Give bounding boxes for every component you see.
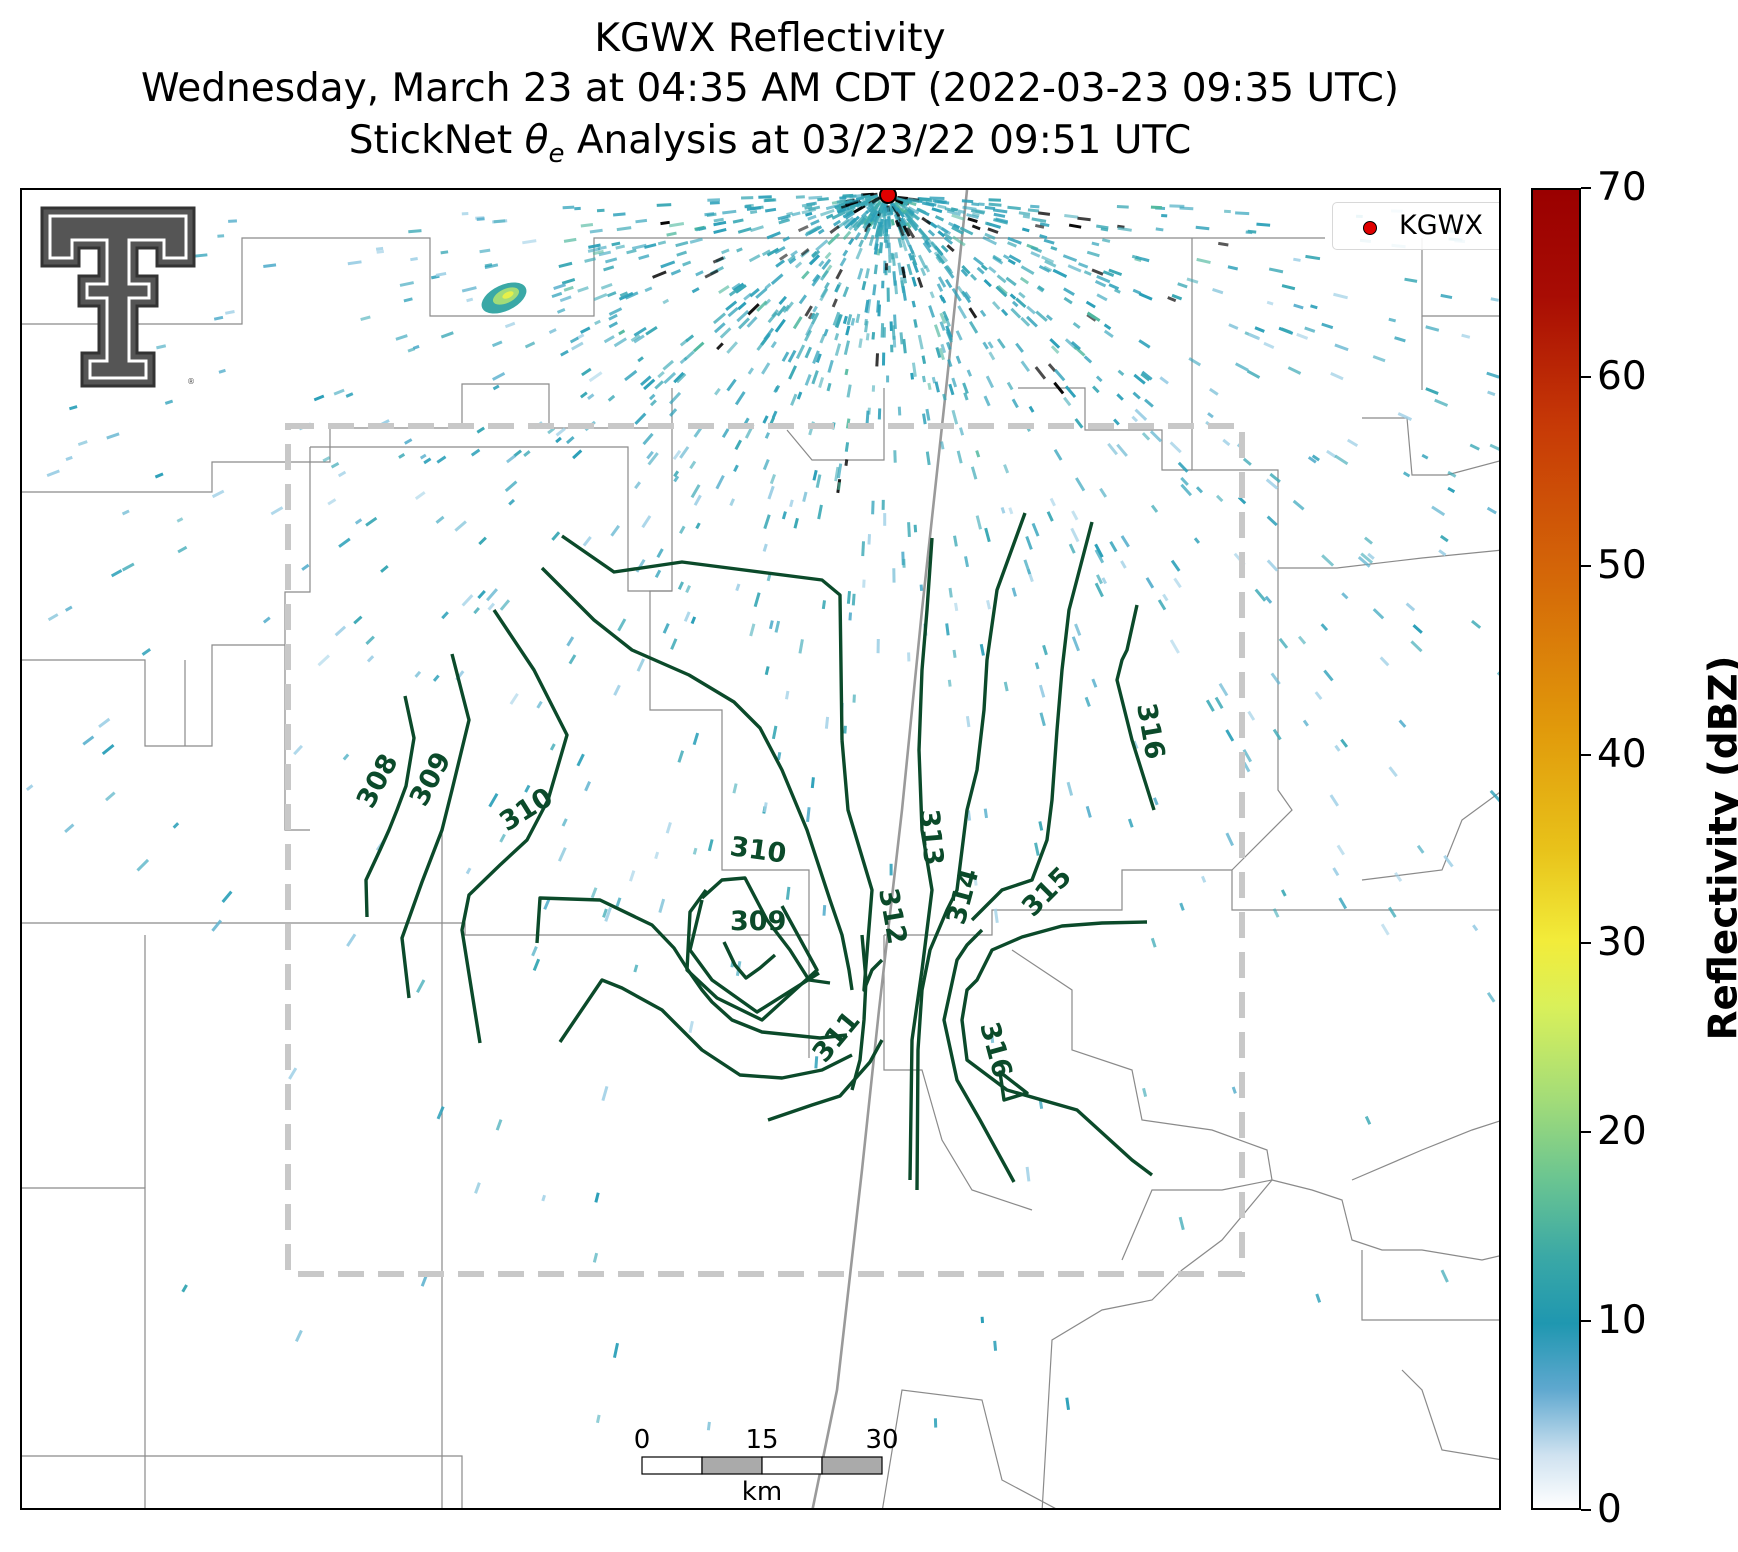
contour-315-b <box>942 928 1016 1183</box>
scale-unit: km <box>742 1477 782 1507</box>
contour-314 <box>915 512 1027 1191</box>
label-308: 308 <box>351 749 405 813</box>
colorbar-tick <box>1581 375 1591 378</box>
title-line-2: Wednesday, March 23 at 04:35 AM CDT (202… <box>140 66 1400 111</box>
contour-312 <box>840 739 884 992</box>
contour-310-west <box>460 609 569 1044</box>
colorbar-tick-label: 50 <box>1597 542 1647 588</box>
colorbar-tick-label: 40 <box>1597 731 1647 777</box>
texas-tech-logo: ® <box>40 206 196 388</box>
scale-tick-0: 0 <box>634 1425 651 1455</box>
colorbar-tick-label: 30 <box>1597 920 1647 966</box>
colorbar-title: Reflectivity (dBZ) <box>1701 655 1738 1041</box>
colorbar-tick-label: 10 <box>1597 1298 1647 1344</box>
radar-echoes <box>25 192 1499 1431</box>
label-315: 315 <box>1016 861 1078 923</box>
contour-311-lower <box>767 1039 884 1122</box>
colorbar-tick <box>1581 1131 1591 1134</box>
highway <box>811 190 969 1508</box>
colorbar-tick <box>1581 187 1591 189</box>
colorbar-tick-label: 70 <box>1597 165 1647 210</box>
theta-e-contours <box>364 512 1156 1191</box>
contour-310-east <box>561 534 844 741</box>
contour-316-low <box>960 920 1154 1177</box>
colorbar-tick <box>1581 1509 1591 1511</box>
contour-311 <box>558 978 853 1080</box>
contour-309-v <box>722 941 777 980</box>
county-boundaries <box>22 237 1499 1508</box>
title-line-1: KGWX Reflectivity <box>594 16 946 61</box>
title-line-3: StickNet θe Analysis at 03/23/22 09:51 U… <box>348 118 1192 169</box>
colorbar <box>1531 188 1581 1510</box>
colorbar-tick-label: 20 <box>1597 1109 1647 1155</box>
contour-315 <box>970 521 1094 922</box>
label-312: 312 <box>872 886 912 947</box>
svg-text:®: ® <box>187 377 195 386</box>
contour-310-north <box>540 566 854 991</box>
label-314: 314 <box>941 865 986 927</box>
colorbar-tick <box>1581 942 1591 945</box>
colorbar-tick-label: 60 <box>1597 353 1647 399</box>
label-313: 313 <box>913 808 949 867</box>
contour-316-tri <box>998 1070 1029 1102</box>
colorbar-tick <box>1581 1320 1591 1323</box>
scale-tick-15: 15 <box>745 1425 778 1455</box>
radar-site-marker <box>879 190 897 204</box>
legend-marker <box>1363 221 1377 235</box>
label-316-s: 316 <box>973 1019 1018 1081</box>
contour-312-b <box>850 934 868 1091</box>
contour-309-west <box>400 653 471 999</box>
contour-309-inner <box>685 889 819 1022</box>
label-309-c: 309 <box>730 906 786 937</box>
colorbar-tick <box>1581 753 1591 756</box>
legend: KGWX <box>1332 202 1499 250</box>
contour-310-loop <box>535 896 848 1040</box>
echo-blob <box>481 282 527 314</box>
contour-309-inner-close <box>688 899 820 1014</box>
colorbar-tick-label: 0 <box>1597 1487 1622 1532</box>
analysis-domain-box <box>285 423 1245 1277</box>
contour-316-east <box>1115 604 1156 811</box>
radar-map[interactable]: 308 309 310 310 309 311 312 313 314 315 … <box>20 188 1501 1510</box>
contour-308 <box>364 695 416 918</box>
label-310-c: 310 <box>728 831 788 870</box>
contour-313 <box>908 537 934 1181</box>
scale-bar: 0 15 30 km <box>634 1425 899 1507</box>
legend-label: KGWX <box>1399 210 1483 241</box>
scale-tick-30: 30 <box>865 1425 898 1455</box>
colorbar-tick <box>1581 564 1591 567</box>
